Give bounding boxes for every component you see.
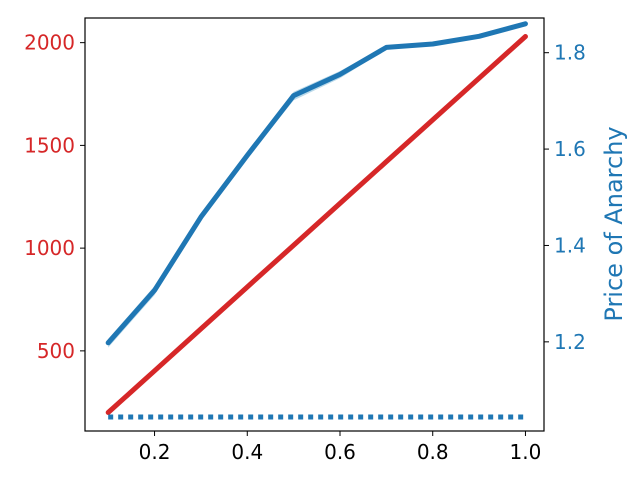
right-tick-label: 1.4 (554, 233, 586, 257)
series-1-confidence-band (108, 22, 526, 348)
x-tick-label: 1.0 (510, 440, 542, 464)
right-tick-label: 1.8 (554, 41, 586, 65)
x-tick-label: 0.4 (231, 440, 263, 464)
left-tick-label: 2000 (24, 31, 75, 55)
left-tick-label: 1000 (24, 236, 75, 260)
x-tick-label: 0.6 (324, 440, 356, 464)
x-tick-label: 0.8 (417, 440, 449, 464)
right-tick-label: 1.2 (554, 330, 586, 354)
left-tick-label: 500 (37, 339, 75, 363)
right-axis-title: Price of Anarchy (600, 126, 628, 321)
x-tick-label: 0.2 (139, 440, 171, 464)
plot-frame (84, 17, 545, 432)
right-tick-label: 1.6 (554, 137, 586, 161)
series-0-line (105, 33, 528, 416)
series-1-line (105, 21, 528, 346)
left-tick-label: 1500 (24, 133, 75, 157)
